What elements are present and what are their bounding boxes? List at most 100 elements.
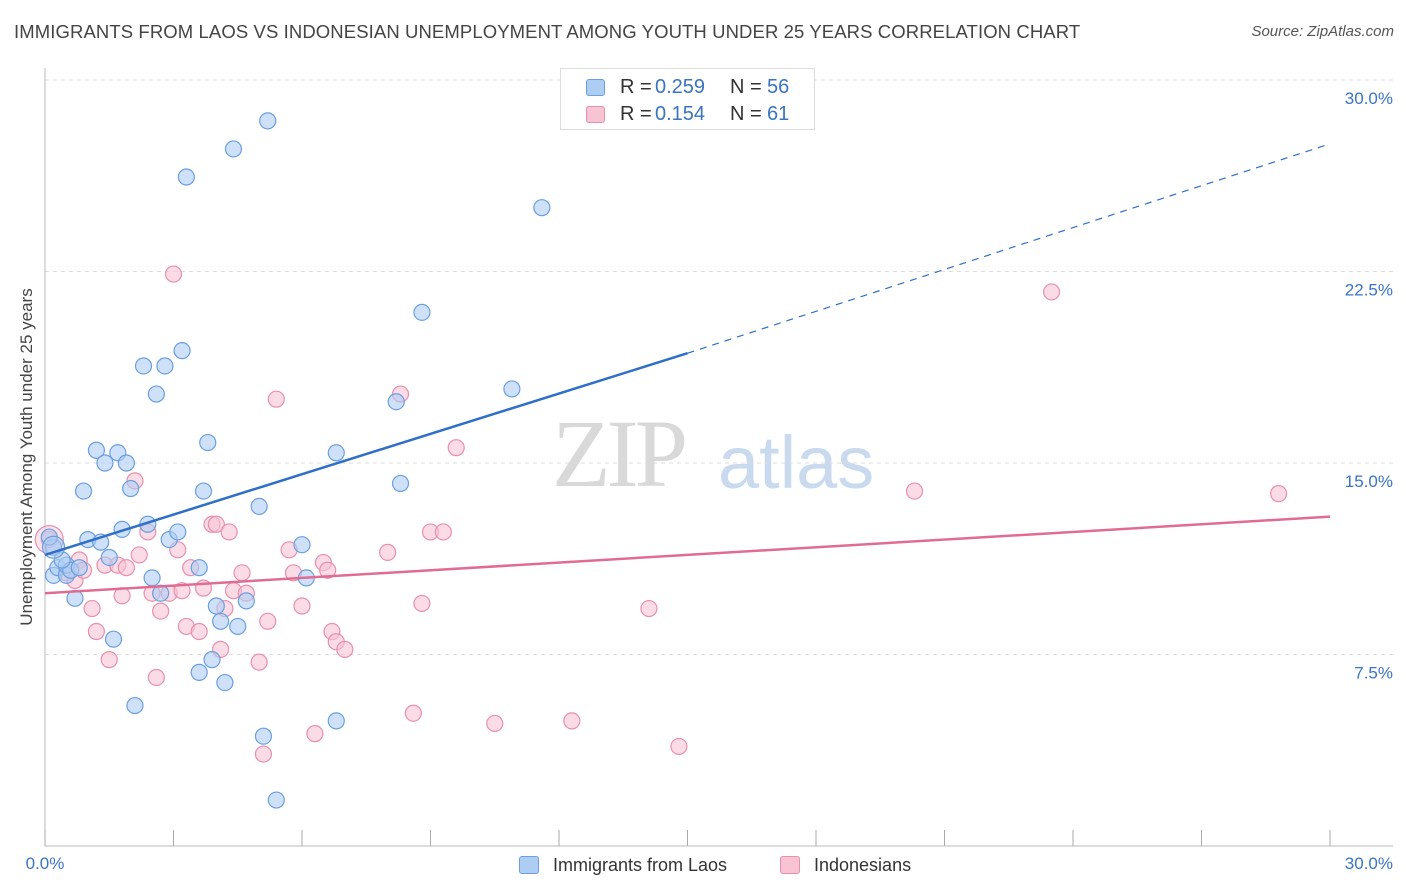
laos-point (156, 357, 174, 375)
laos-point (104, 630, 123, 648)
legend-item-indonesians[interactable]: Indonesians (780, 853, 911, 877)
indonesians-point (233, 564, 251, 582)
laos-point (224, 140, 243, 158)
legend-n-label: N = (730, 75, 762, 98)
legend-swatch-laos (519, 856, 539, 874)
laos-point (387, 393, 405, 411)
indonesians-point (434, 523, 452, 541)
legend-r-label: R = (620, 102, 652, 125)
indonesians-point (190, 622, 208, 641)
y-tick-label: 7.5% (1354, 664, 1393, 683)
laos-point (87, 441, 106, 459)
laos-point (169, 523, 187, 541)
indonesians-point (220, 523, 238, 541)
laos-point (327, 444, 345, 462)
laos-point (147, 385, 165, 403)
trend-lines (44, 143, 1331, 595)
laos-point (190, 663, 208, 681)
x-tick-label: 0.0% (26, 854, 65, 873)
correlation-legend: R = 0.259 N = 56 R = 0.154 N = 61 (560, 68, 815, 130)
laos-point (413, 303, 431, 321)
laos-point (96, 454, 114, 472)
laos-point (250, 497, 268, 516)
laos-point (173, 342, 191, 360)
legend-swatch-indonesians (780, 856, 800, 874)
indonesians-point (447, 439, 465, 457)
watermark-zip: ZIP (552, 400, 688, 507)
laos-trend-line (44, 352, 688, 557)
laos-point (327, 712, 345, 730)
indonesians-point (100, 651, 118, 669)
indonesians-point (173, 582, 191, 600)
indonesians-point (1042, 283, 1061, 301)
laos-trend-extension (687, 143, 1331, 354)
laos-point (293, 536, 311, 554)
indonesians-point (670, 737, 688, 756)
chart-title: IMMIGRANTS FROM LAOS VS INDONESIAN UNEMP… (14, 21, 1081, 42)
laos-point (70, 559, 88, 577)
indonesians-point (259, 612, 277, 630)
indonesians-point (130, 546, 148, 564)
indonesians-point (164, 265, 183, 283)
indonesians-point (254, 745, 273, 763)
laos-point (207, 597, 225, 615)
indonesians-point (250, 653, 268, 671)
indonesians-point (319, 561, 337, 579)
legend-swatch-laos (586, 78, 605, 96)
laos-points (40, 112, 551, 809)
y-tick-label: 30.0% (1345, 89, 1393, 108)
laos-point (53, 551, 71, 569)
legend-r-value: 0.154 (655, 102, 706, 125)
indonesians-point (83, 599, 101, 618)
laos-point (117, 454, 135, 472)
indonesians-point (147, 668, 165, 687)
legend-n-value: 56 (767, 75, 790, 98)
laos-point (126, 696, 144, 715)
legend-item-laos[interactable]: Immigrants from Laos (519, 853, 727, 877)
laos-point (259, 112, 277, 130)
laos-point (212, 612, 230, 630)
legend-label-laos: Immigrants from Laos (553, 854, 728, 875)
laos-point (143, 569, 161, 587)
laos-point (203, 651, 221, 669)
laos-point (533, 199, 551, 217)
legend-n-label: N = (730, 102, 762, 125)
laos-point (267, 791, 285, 809)
laos-point (254, 727, 273, 745)
y-tick-label: 15.0% (1345, 472, 1393, 491)
laos-point (199, 433, 217, 452)
laos-point (177, 168, 195, 186)
indonesians-point (404, 704, 422, 722)
indonesians-point (267, 390, 285, 408)
indonesians-point (379, 543, 397, 561)
legend-swatch-indonesians (586, 105, 605, 123)
laos-point (190, 559, 208, 577)
axes (44, 68, 1393, 847)
indonesians-point (207, 515, 225, 533)
indonesians-point (563, 712, 581, 730)
legend-n-value: 61 (767, 102, 790, 125)
source-label: Source: ZipAtlas.com (1251, 23, 1394, 40)
indonesians-point (336, 640, 354, 658)
indonesians-point (87, 622, 106, 641)
legend-r-value: 0.259 (655, 75, 706, 98)
laos-point (503, 380, 521, 398)
y-tick-label: 22.5% (1345, 281, 1393, 300)
laos-point (100, 548, 118, 567)
indonesians-point (413, 594, 431, 613)
laos-point (134, 357, 153, 375)
laos-point (229, 617, 247, 636)
laos-point (391, 474, 410, 493)
indonesians-point (486, 714, 504, 733)
indonesians-point (1269, 485, 1288, 503)
laos-point (194, 482, 213, 500)
indonesians-trend-line (44, 515, 1331, 595)
legend-r-label: R = (620, 75, 652, 98)
laos-point (216, 673, 234, 692)
laos-point (122, 479, 140, 498)
x-tick-label: 30.0% (1345, 854, 1393, 873)
indonesians-point (640, 599, 658, 618)
laos-point (237, 592, 255, 610)
indonesians-point (117, 559, 135, 577)
